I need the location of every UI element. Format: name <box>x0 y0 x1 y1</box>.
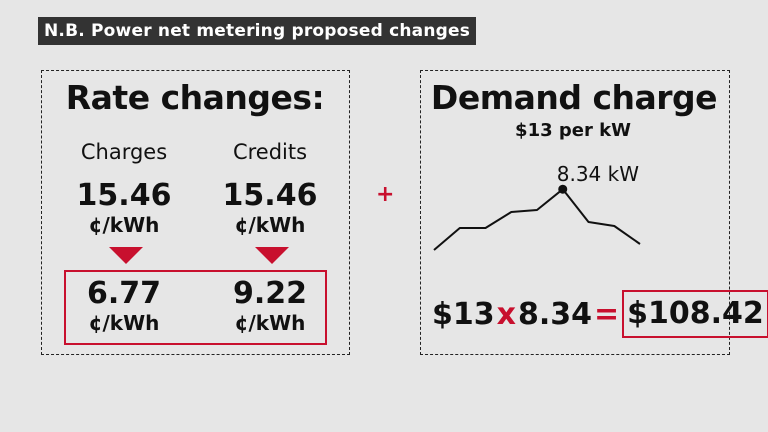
plus-icon: + <box>376 182 395 207</box>
proposed-credit-value: 9.22 <box>232 276 308 311</box>
current-charge-value: 15.46 <box>76 178 172 213</box>
equation-demand: 8.34 <box>517 296 593 332</box>
charges-label: Charges <box>80 140 168 164</box>
credits-label: Credits <box>232 140 308 164</box>
peak-demand-point <box>558 184 568 194</box>
demand-line-chart: 8.34 kW <box>433 162 641 251</box>
peak-demand-label: 8.34 kW <box>557 162 639 186</box>
page-title: N.B. Power net metering proposed changes <box>38 17 477 45</box>
credits-down-arrow-icon <box>255 247 289 264</box>
demand-charge-panel <box>420 70 730 355</box>
proposed-charge-value: 6.77 <box>86 276 162 311</box>
demand-series-line <box>433 188 641 251</box>
current-credit-unit: ¢/kWh <box>234 213 306 237</box>
equation-total: $108.42 <box>622 290 768 338</box>
equation-times-icon: x <box>496 296 516 332</box>
current-charge-unit: ¢/kWh <box>88 213 160 237</box>
rate-changes-panel <box>41 70 350 355</box>
charges-down-arrow-icon <box>109 247 143 264</box>
rate-changes-heading: Rate changes: <box>65 78 325 117</box>
demand-equation: $13 x 8.34 = $108.42 <box>432 290 768 338</box>
equation-rate: $13 <box>432 296 495 332</box>
proposed-rates-box <box>64 270 327 345</box>
proposed-charge-unit: ¢/kWh <box>88 311 160 335</box>
current-credit-value: 15.46 <box>222 178 318 213</box>
demand-rate-text: $13 per kW <box>515 120 631 141</box>
demand-charge-heading: Demand charge <box>430 78 718 117</box>
equation-equals-icon: = <box>594 296 620 332</box>
proposed-credit-unit: ¢/kWh <box>234 311 306 335</box>
